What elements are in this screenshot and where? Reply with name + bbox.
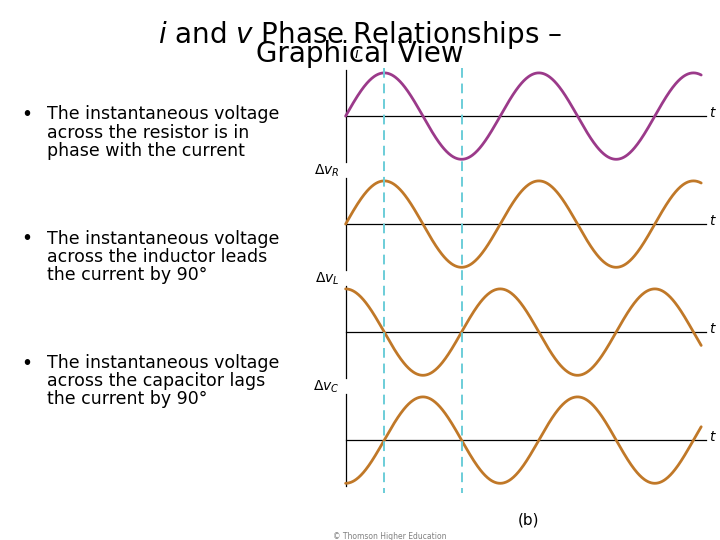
Text: $t$: $t$ — [709, 106, 717, 120]
Text: © Thomson Higher Education: © Thomson Higher Education — [333, 532, 446, 540]
Text: $\Delta v_R$: $\Delta v_R$ — [314, 163, 340, 179]
Text: Graphical View: Graphical View — [256, 40, 464, 69]
Text: $\Delta v_C$: $\Delta v_C$ — [313, 379, 340, 395]
Text: $\Delta v_L$: $\Delta v_L$ — [315, 271, 340, 287]
Text: across the capacitor lags: across the capacitor lags — [47, 372, 265, 390]
Text: •: • — [22, 354, 32, 373]
Text: $i$: $i$ — [354, 46, 359, 61]
Text: The instantaneous voltage: The instantaneous voltage — [47, 230, 279, 247]
Text: •: • — [22, 105, 32, 124]
Text: $t$: $t$ — [709, 322, 717, 336]
Text: across the resistor is in: across the resistor is in — [47, 124, 249, 141]
Text: The instantaneous voltage: The instantaneous voltage — [47, 354, 279, 372]
Text: $i$ and $v$ Phase Relationships –: $i$ and $v$ Phase Relationships – — [158, 19, 562, 51]
Text: the current by 90°: the current by 90° — [47, 390, 207, 408]
Text: $t$: $t$ — [709, 214, 717, 228]
Text: across the inductor leads: across the inductor leads — [47, 248, 267, 266]
Text: (b): (b) — [518, 512, 539, 527]
Text: The instantaneous voltage: The instantaneous voltage — [47, 105, 279, 123]
Text: the current by 90°: the current by 90° — [47, 266, 207, 284]
Text: $t$: $t$ — [709, 430, 717, 444]
Text: phase with the current: phase with the current — [47, 142, 245, 160]
Text: •: • — [22, 230, 32, 248]
